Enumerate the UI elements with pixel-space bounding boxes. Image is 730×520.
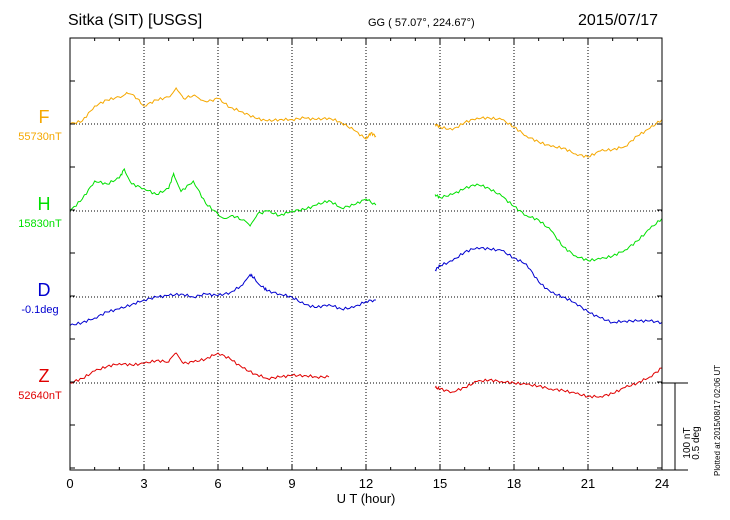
series-line-Z — [69, 352, 330, 384]
plotted-timestamp: Plotted at 2015/08/17 02:06 UT — [713, 365, 722, 476]
component-letter-D: D — [38, 280, 51, 300]
x-tick-label: 0 — [66, 476, 73, 491]
x-tick-label: 9 — [288, 476, 295, 491]
series-line-D — [69, 273, 376, 326]
series-layer — [69, 87, 663, 399]
plot-frame — [69, 37, 663, 471]
series-line-Z — [434, 367, 663, 399]
component-letter-F: F — [39, 107, 50, 127]
x-tick-label: 21 — [581, 476, 595, 491]
series-line-D — [434, 246, 663, 325]
x-tick-label: 12 — [359, 476, 373, 491]
component-letter-H: H — [38, 194, 51, 214]
scale-bar-label: 0.5 deg — [691, 426, 702, 459]
series-line-F — [434, 116, 663, 159]
station-title: Sitka (SIT) [USGS] — [68, 12, 203, 29]
x-tick-label: 24 — [655, 476, 669, 491]
series-line-F — [69, 87, 377, 140]
scale-bar-label: 100 nT — [682, 427, 693, 458]
x-tick-label: 15 — [433, 476, 447, 491]
baseline-value-D: -0.1deg — [21, 304, 58, 316]
series-line-H — [69, 167, 377, 227]
series-line-H — [434, 183, 663, 262]
component-letter-Z: Z — [39, 366, 50, 386]
baseline-value-Z: 52640nT — [18, 390, 62, 402]
x-tick-label: 3 — [140, 476, 147, 491]
baseline-value-F: 55730nT — [18, 131, 62, 143]
x-tick-label: 6 — [214, 476, 221, 491]
plot-grid — [70, 38, 662, 470]
plot-date: 2015/07/17 — [578, 12, 659, 29]
component-labels: F 55730nT H 15830nT D -0.1deg Z 52640nT — [18, 107, 62, 402]
x-axis-label: U T (hour) — [337, 491, 396, 506]
baseline-value-H: 15830nT — [18, 218, 62, 230]
plot-axes: 0 3 6 9 12 15 18 21 24 — [66, 38, 669, 491]
scale-bar: 100 nT0.5 deg — [662, 382, 702, 471]
station-coordinates: GG ( 57.07°, 224.67°) — [368, 17, 475, 29]
x-tick-label: 18 — [507, 476, 521, 491]
